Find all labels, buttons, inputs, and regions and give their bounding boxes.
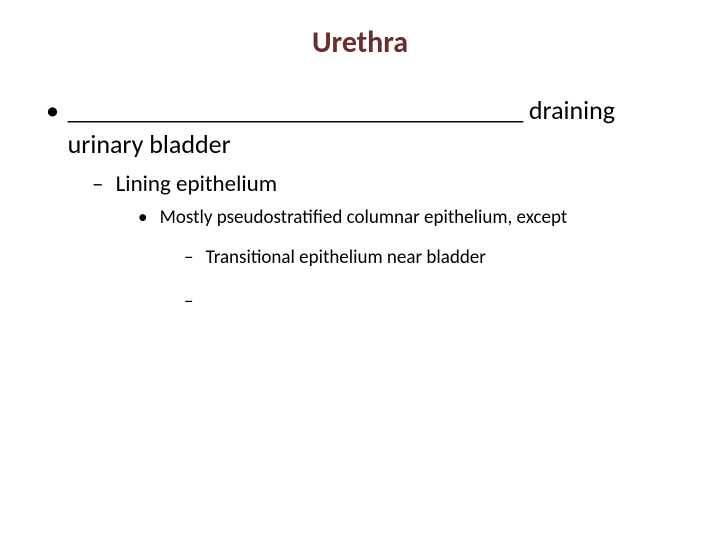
bullet-level-2: – Lining epithelium: [92, 169, 682, 199]
bullet-level-3: • Mostly pseudostratified columnar epith…: [138, 205, 682, 231]
bullet-marker: •: [46, 93, 64, 127]
bullet-text: ____________________________________ dra…: [68, 93, 682, 161]
bullet-marker: •: [138, 205, 156, 231]
bullet-level-1: • ____________________________________ d…: [46, 93, 682, 161]
bullet-text: Lining epithelium: [116, 169, 277, 199]
bullet-marker: –: [184, 245, 202, 271]
blank-fill: ____________________________________: [68, 94, 523, 126]
bullet-text: Transitional epithelium near bladder: [206, 245, 486, 271]
bullet-level-4: – Transitional epithelium near bladder: [184, 245, 682, 271]
bullet-level-4-empty: –: [184, 289, 682, 315]
bullet-text: Mostly pseudostratified columnar epithel…: [160, 205, 682, 231]
slide-container: Urethra • ______________________________…: [0, 0, 720, 540]
bullet-marker: –: [184, 289, 202, 315]
slide-title: Urethra: [38, 24, 682, 61]
bullet-marker: –: [92, 169, 112, 199]
